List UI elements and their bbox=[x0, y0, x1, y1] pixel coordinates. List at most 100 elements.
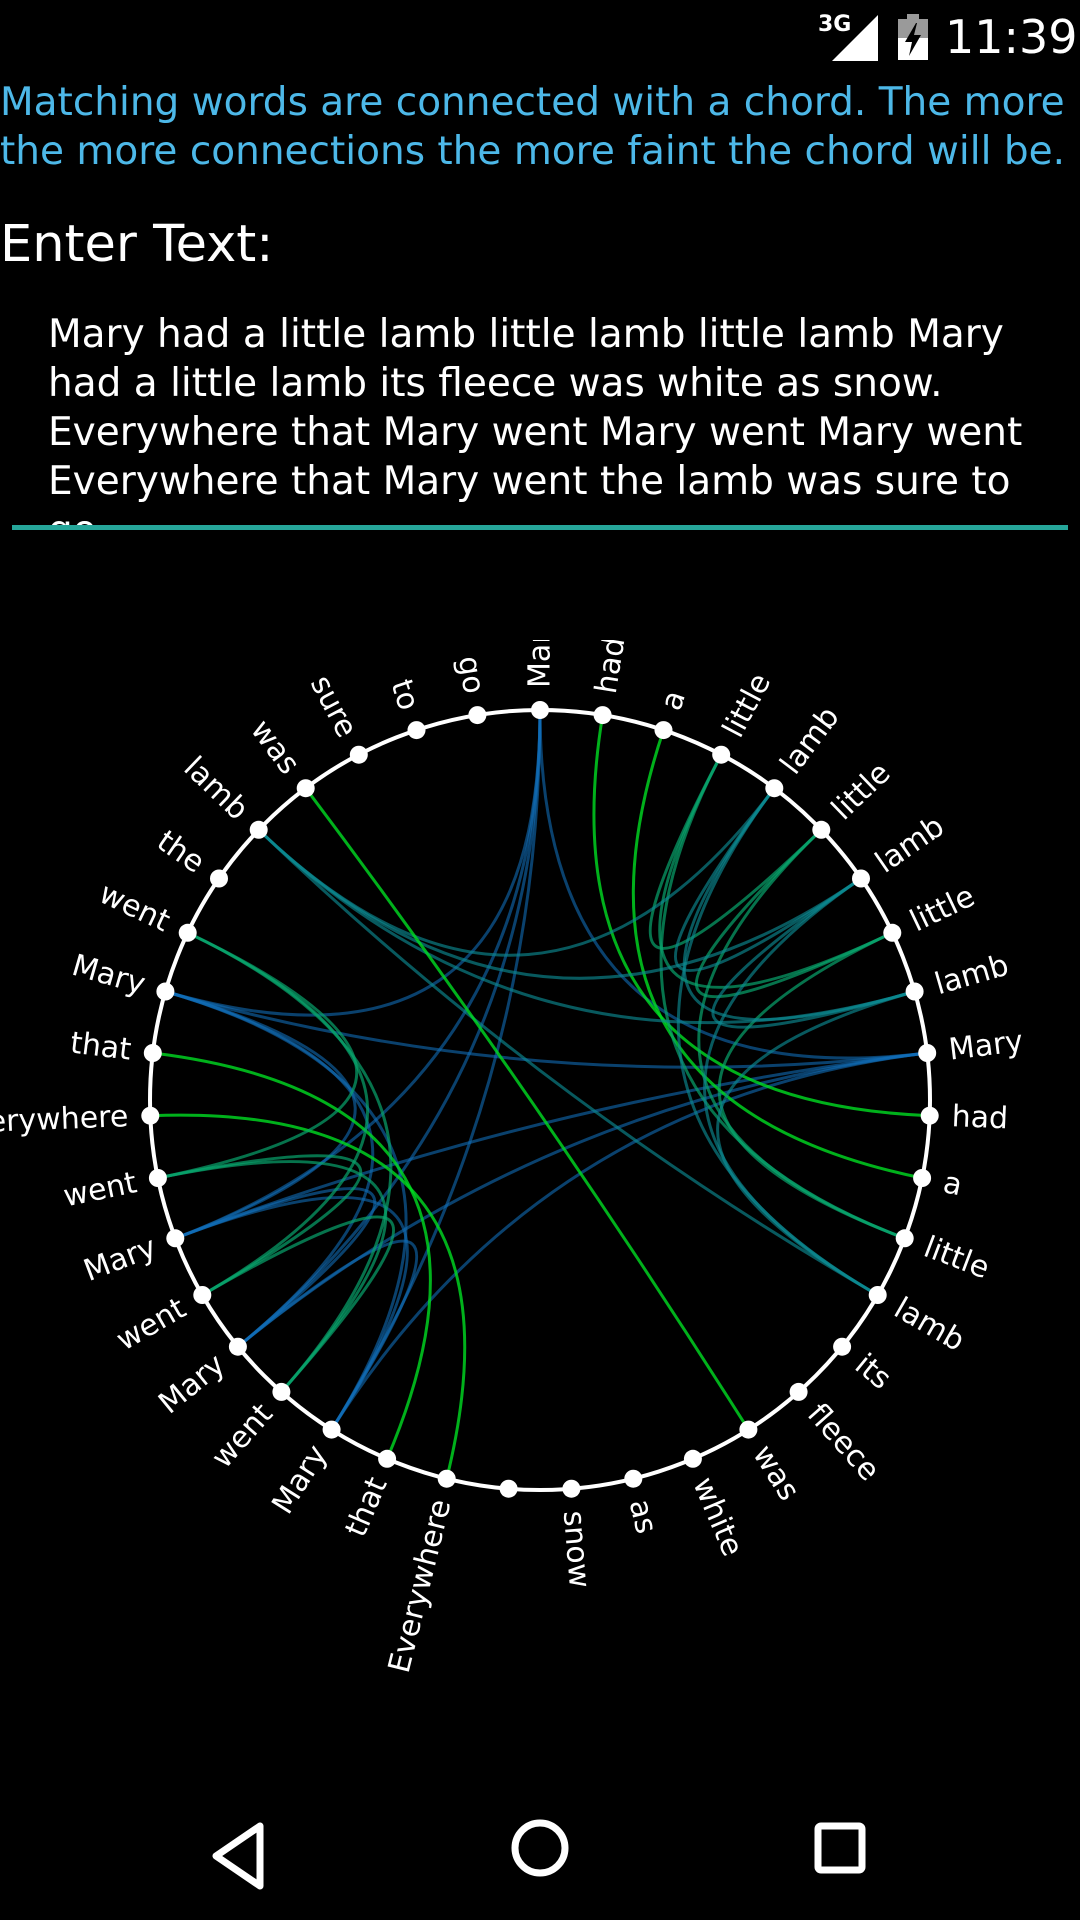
word-node bbox=[141, 1106, 160, 1125]
word-label: little bbox=[825, 756, 898, 828]
word-label: sure bbox=[303, 670, 364, 744]
word-node bbox=[593, 706, 612, 725]
word-node bbox=[868, 1286, 887, 1304]
chords bbox=[150, 709, 930, 1480]
word-label: Mary bbox=[79, 1230, 161, 1289]
word-label: to bbox=[383, 675, 426, 715]
word-label: Everywhere bbox=[0, 1099, 129, 1141]
word-node bbox=[148, 1169, 167, 1187]
chord-mary bbox=[174, 1187, 377, 1348]
word-node bbox=[249, 820, 268, 839]
word-label: that bbox=[339, 1472, 395, 1542]
home-icon bbox=[511, 1819, 569, 1877]
chord-mary bbox=[538, 709, 928, 1060]
word-label: white bbox=[685, 1472, 749, 1561]
word-label: little bbox=[905, 879, 981, 939]
chord-mary bbox=[236, 709, 542, 1348]
word-node bbox=[833, 1337, 852, 1356]
word-node bbox=[166, 1229, 185, 1248]
word-node bbox=[193, 1286, 212, 1304]
word-label: Mary bbox=[265, 1439, 334, 1521]
word-label: had bbox=[589, 640, 633, 696]
word-node bbox=[531, 701, 549, 719]
back-button[interactable] bbox=[160, 1780, 320, 1920]
chord-went bbox=[201, 1215, 395, 1393]
word-node bbox=[683, 1449, 702, 1468]
word-node bbox=[228, 1337, 247, 1356]
word-node bbox=[789, 1382, 808, 1401]
word-label: went bbox=[205, 1397, 280, 1476]
word-label: the bbox=[150, 824, 210, 881]
word-node bbox=[499, 1479, 518, 1498]
word-label: go bbox=[451, 654, 492, 697]
chord-lamb bbox=[711, 877, 916, 1029]
back-icon bbox=[212, 1822, 264, 1890]
instruction-text: Matching words are connected with a chor… bbox=[0, 80, 1065, 174]
chord-little bbox=[648, 754, 823, 950]
chord-little bbox=[717, 931, 906, 1240]
chord-had bbox=[592, 714, 930, 1118]
chord-mary bbox=[164, 990, 357, 1240]
chord-little bbox=[695, 828, 893, 999]
chord-that bbox=[152, 1051, 432, 1460]
word-node bbox=[272, 1382, 291, 1401]
word-label: snow bbox=[556, 1509, 597, 1589]
word-node bbox=[739, 1420, 758, 1439]
status-bar: 3G 11:39 bbox=[0, 0, 1080, 75]
chord-was bbox=[304, 787, 750, 1431]
chord-little bbox=[658, 754, 893, 989]
word-label: Mary bbox=[947, 1024, 1025, 1068]
word-label: Everywhere bbox=[382, 1496, 458, 1677]
word-label: Mary bbox=[152, 1347, 232, 1421]
chord-mary bbox=[164, 990, 928, 1069]
word-node bbox=[407, 721, 426, 740]
word-node bbox=[852, 869, 870, 888]
chord-a bbox=[631, 729, 923, 1180]
enter-text-label: Enter Text: bbox=[0, 215, 274, 274]
text-input[interactable] bbox=[12, 310, 1068, 530]
navigation-bar bbox=[0, 1780, 1080, 1920]
signal-icon bbox=[832, 15, 878, 61]
word-node bbox=[437, 1469, 456, 1488]
word-label: a bbox=[940, 1165, 965, 1203]
recents-button[interactable] bbox=[760, 1780, 920, 1920]
word-node bbox=[156, 982, 175, 1001]
chord-everywhere bbox=[150, 1113, 467, 1480]
word-node bbox=[562, 1479, 581, 1498]
word-node bbox=[895, 1229, 914, 1248]
word-label: was bbox=[243, 713, 306, 781]
word-label: Mary bbox=[523, 640, 558, 688]
word-node bbox=[712, 745, 731, 764]
recents-icon bbox=[814, 1822, 866, 1874]
word-node bbox=[210, 869, 228, 888]
word-label: lamb bbox=[869, 809, 951, 880]
chord-mary bbox=[236, 1239, 419, 1431]
word-label: its bbox=[848, 1347, 898, 1397]
word-node bbox=[920, 1106, 939, 1125]
word-node bbox=[913, 1169, 932, 1187]
word-label: lamb bbox=[774, 700, 847, 781]
chord-mary bbox=[330, 1051, 928, 1431]
word-node bbox=[812, 820, 831, 839]
word-node bbox=[143, 1044, 162, 1062]
word-label: lamb bbox=[888, 1291, 970, 1359]
word-node bbox=[178, 923, 197, 942]
word-node bbox=[918, 1044, 937, 1062]
word-node bbox=[322, 1420, 341, 1439]
word-node bbox=[624, 1469, 643, 1488]
word-label: Mary bbox=[68, 948, 149, 1002]
word-label: went bbox=[61, 1165, 141, 1214]
word-node bbox=[468, 706, 487, 725]
word-label: as bbox=[622, 1496, 664, 1537]
home-button[interactable] bbox=[460, 1780, 620, 1920]
clock: 11:39 bbox=[945, 10, 1078, 64]
word-label: lamb bbox=[931, 948, 1013, 1002]
word-node bbox=[654, 721, 673, 740]
chord-mary bbox=[164, 709, 542, 1017]
word-nodes bbox=[141, 701, 939, 1498]
chord-went bbox=[187, 931, 369, 1297]
word-label: went bbox=[111, 1291, 193, 1358]
word-label: that bbox=[68, 1026, 133, 1068]
